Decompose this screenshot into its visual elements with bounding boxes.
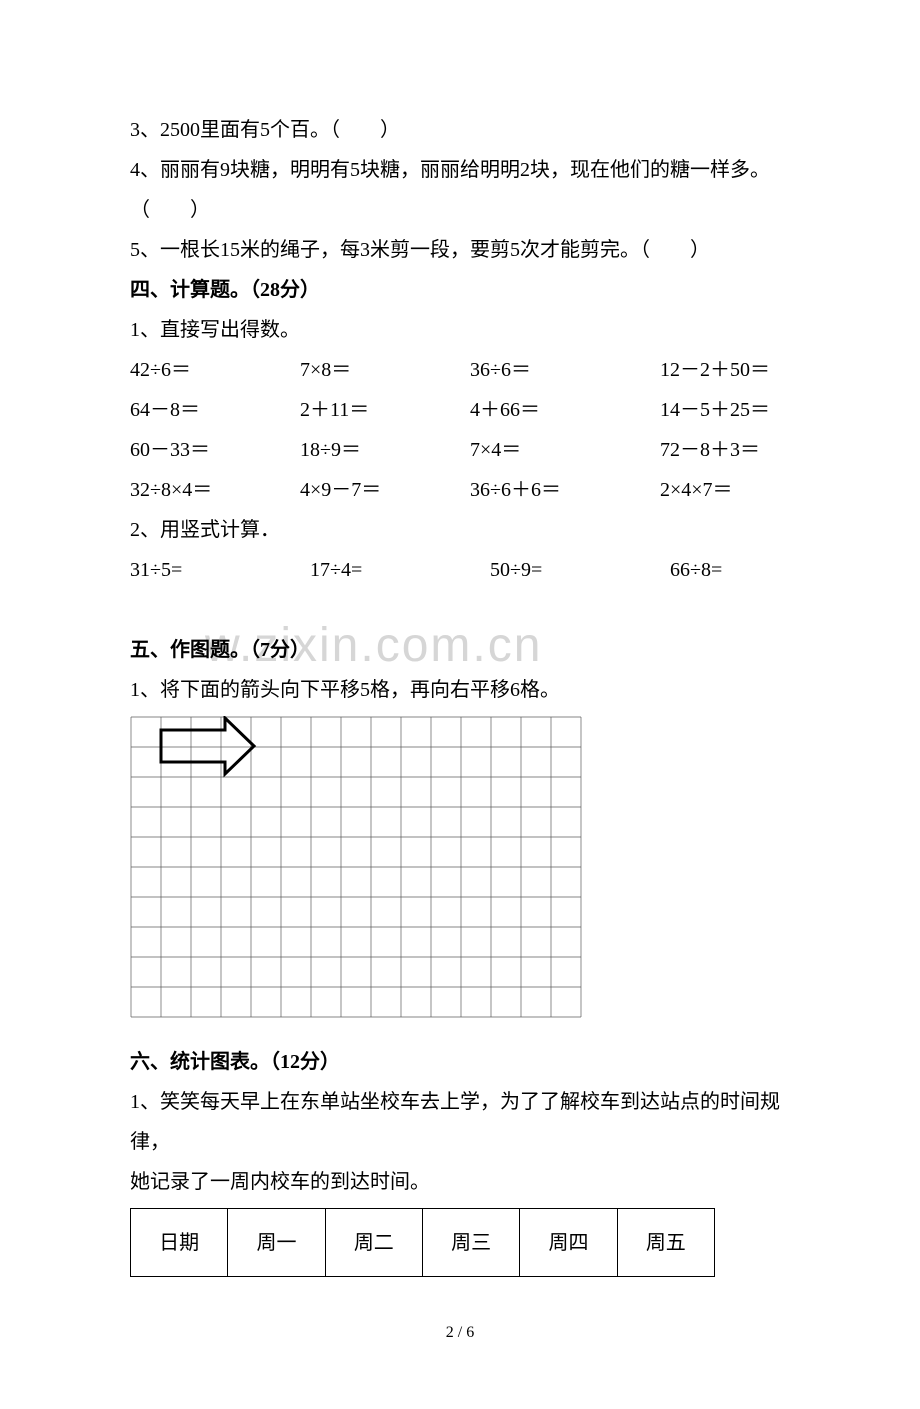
page-number: 2 / 6 [130,1317,790,1349]
calc-cell: 60－33＝ [130,430,300,470]
calc-cell: 64－8＝ [130,390,300,430]
calc-cell: 4×9－7＝ [300,470,470,510]
grid-figure [130,716,790,1032]
sec6-q1-line1: 1、笑笑每天早上在东单站坐校车去上学，为了了解校车到达站点的时间规律， [130,1082,790,1162]
vert-cell: 50÷9= [490,550,670,590]
calc-cell: 36÷6＋6＝ [470,470,660,510]
calc-row-3: 60－33＝ 18÷9＝ 7×4＝ 72－8＋3＝ [130,430,790,470]
sec4-q2: 2、用竖式计算． [130,510,790,550]
schedule-table: 日期 周一 周二 周三 周四 周五 [130,1208,715,1277]
calc-cell: 14－5＋25＝ [660,390,830,430]
th-wed: 周三 [422,1209,519,1277]
calc-cell: 32÷8×4＝ [130,470,300,510]
grid-svg [130,716,582,1018]
section-6-title: 六、统计图表。（12分） [130,1042,790,1082]
section-5-title: 五、作图题。（7分） [130,630,790,670]
q3-item-5: 5、一根长15米的绳子，每3米剪一段，要剪5次才能剪完。（ ） [130,230,790,270]
th-thu: 周四 [520,1209,617,1277]
calc-cell: 7×4＝ [470,430,660,470]
calc-cell: 72－8＋3＝ [660,430,830,470]
th-fri: 周五 [617,1209,714,1277]
vert-cell: 66÷8= [670,550,850,590]
calc-cell: 2×4×7＝ [660,470,830,510]
calc-cell: 36÷6＝ [470,350,660,390]
th-tue: 周二 [325,1209,422,1277]
calc-cell: 4＋66＝ [470,390,660,430]
calc-cell: 42÷6＝ [130,350,300,390]
calc-row-2: 64－8＝ 2＋11＝ 4＋66＝ 14－5＋25＝ [130,390,790,430]
calc-row-1: 42÷6＝ 7×8＝ 36÷6＝ 12－2＋50＝ [130,350,790,390]
q3-item-3: 3、2500里面有5个百。（ ） [130,110,790,150]
q3-item-4: 4、丽丽有9块糖，明明有5块糖，丽丽给明明2块，现在他们的糖一样多。（ ） [130,150,790,230]
calc-cell: 12－2＋50＝ [660,350,830,390]
calc-cell: 18÷9＝ [300,430,470,470]
calc-cell: 2＋11＝ [300,390,470,430]
section-4-title: 四、计算题。（28分） [130,270,790,310]
calc-row-4: 32÷8×4＝ 4×9－7＝ 36÷6＋6＝ 2×4×7＝ [130,470,790,510]
vertical-calc-row: 31÷5= 17÷4= 50÷9= 66÷8= [130,550,790,590]
sec5-q1: 1、将下面的箭头向下平移5格，再向右平移6格。 [130,670,790,710]
vert-cell: 31÷5= [130,550,310,590]
calc-cell: 7×8＝ [300,350,470,390]
spacer [130,590,790,630]
th-date: 日期 [131,1209,228,1277]
table-row: 日期 周一 周二 周三 周四 周五 [131,1209,715,1277]
th-mon: 周一 [228,1209,325,1277]
vert-cell: 17÷4= [310,550,490,590]
sec4-q1: 1、直接写出得数。 [130,310,790,350]
sec6-q1-line2: 她记录了一周内校车的到达时间。 [130,1162,790,1202]
